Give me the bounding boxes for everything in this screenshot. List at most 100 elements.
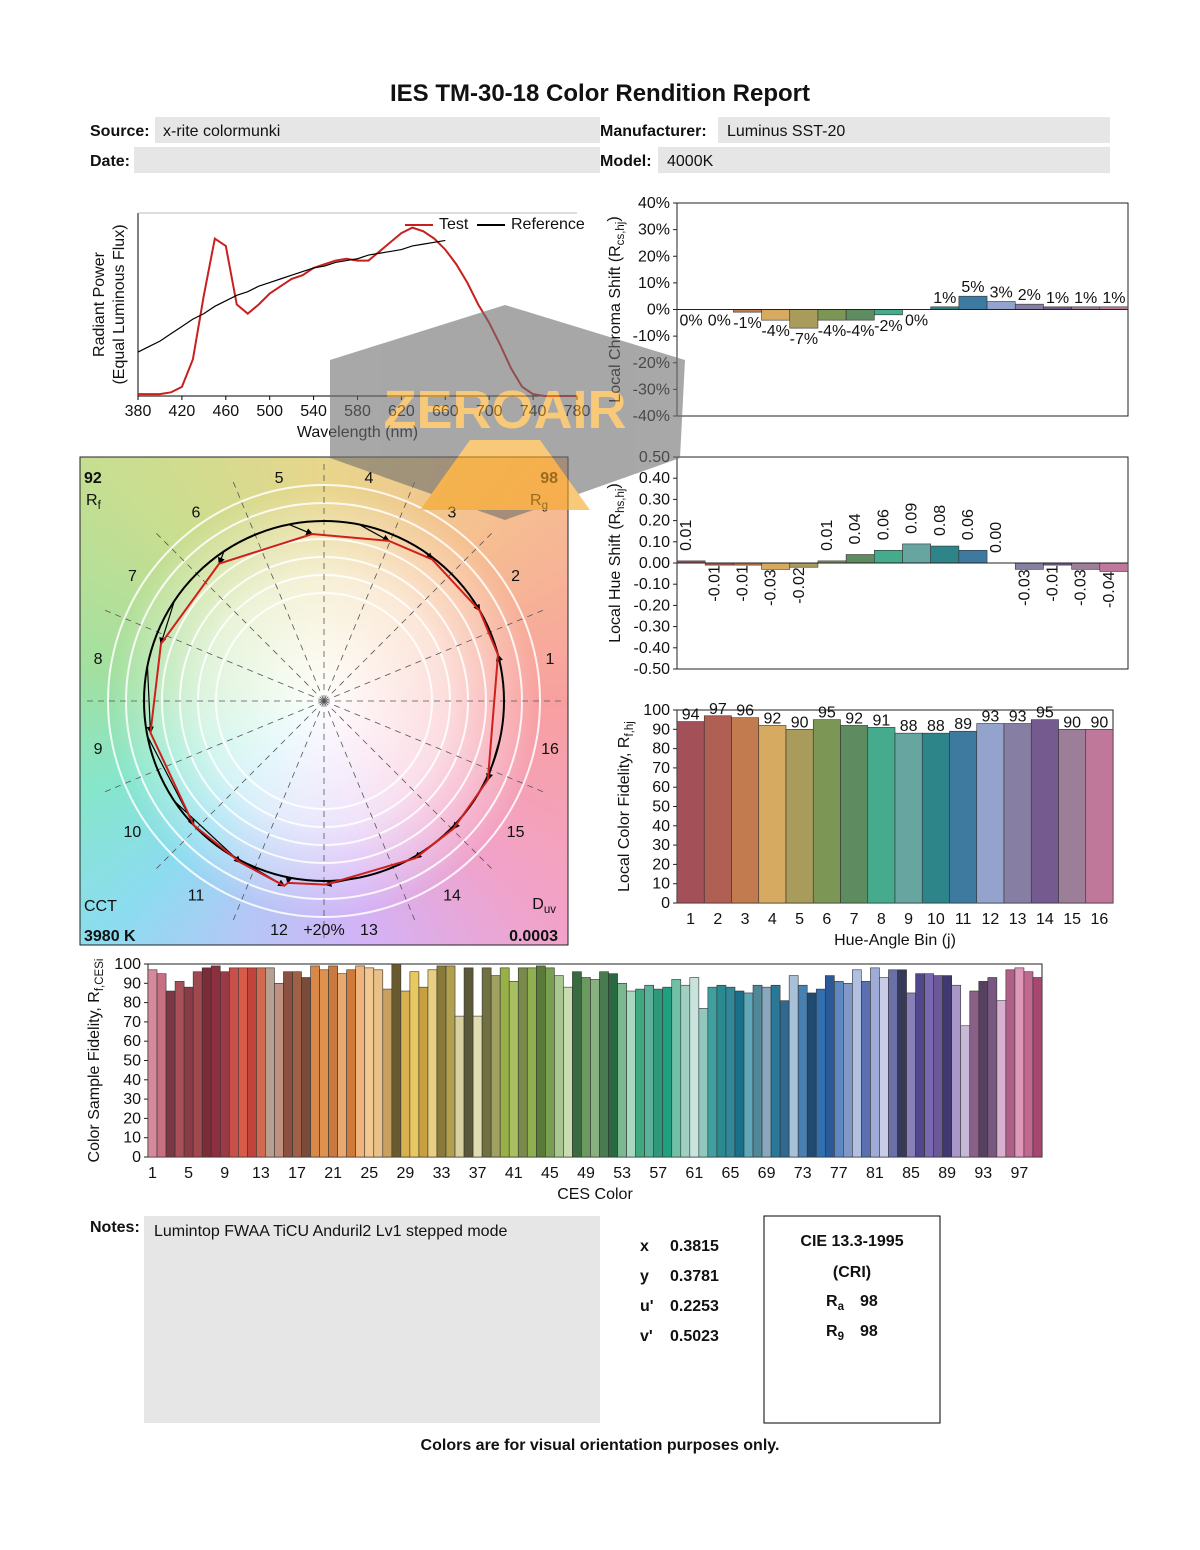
x-tick-label: 13 (252, 1165, 270, 1182)
notes-label: Notes: (90, 1219, 140, 1236)
bar (906, 992, 916, 1158)
bar (976, 723, 1005, 904)
bar (806, 992, 817, 1158)
y-axis-label-part: f,hj (624, 721, 636, 736)
y-tick-label: 10 (652, 876, 670, 893)
value-label: 0.09 (904, 503, 921, 534)
bar (662, 986, 673, 1158)
bar (958, 549, 988, 564)
bar (156, 973, 167, 1158)
x-tick-label: 41 (505, 1165, 523, 1182)
x-tick-label: 93 (974, 1165, 992, 1182)
y-tick-label: 90 (123, 975, 141, 992)
value-label: -4% (818, 323, 846, 340)
y-tick-label: 40% (638, 195, 670, 212)
bar (930, 545, 960, 564)
bin-label: 12 (270, 922, 288, 939)
bar (337, 973, 347, 1158)
value-label: 97 (709, 701, 727, 718)
bar (761, 986, 772, 1158)
value-label: -0.01 (1045, 565, 1062, 602)
y-tick-label: 0.20 (639, 513, 670, 530)
bar (373, 969, 384, 1158)
bin-divider (231, 700, 325, 923)
x-tick-label: 49 (577, 1165, 595, 1182)
chromaticity-value: 0.2253 (670, 1298, 719, 1315)
bar (301, 977, 311, 1158)
bar (815, 988, 826, 1158)
bar (1099, 562, 1129, 572)
bar (1003, 723, 1032, 904)
x-tick-label: 69 (758, 1165, 776, 1182)
x-tick-label: 16 (1090, 911, 1108, 928)
bar (445, 965, 456, 1158)
bar (969, 990, 980, 1158)
cri-item-label: R9 (826, 1323, 844, 1343)
bar (840, 725, 869, 904)
value-label: 92 (845, 710, 863, 727)
bar (545, 967, 555, 1158)
x-tick-label: 13 (1009, 911, 1027, 928)
y-tick-label: 0% (647, 302, 670, 319)
report-title: IES TM-30-18 Color Rendition Report (390, 80, 810, 107)
x-tick-label: 540 (300, 403, 327, 420)
bar (915, 973, 925, 1158)
field-value: Luminus SST-20 (727, 123, 845, 140)
bar (785, 728, 814, 904)
value-label: 93 (1009, 709, 1027, 726)
y-tick-label: 30 (123, 1091, 141, 1108)
bar (256, 967, 266, 1158)
x-tick-label: 57 (649, 1165, 667, 1182)
x-axis-label: CES Color (557, 1186, 633, 1203)
bar (1058, 728, 1087, 904)
bar (364, 967, 375, 1158)
bar (845, 554, 875, 564)
bar (888, 969, 898, 1158)
bin-label: 4 (364, 470, 373, 487)
field-box (658, 147, 1110, 173)
bin-divider (231, 479, 325, 702)
bin-label: 13 (360, 922, 378, 939)
field-box (134, 147, 600, 173)
bar (1005, 969, 1016, 1158)
bar (978, 981, 989, 1158)
bar (689, 977, 700, 1158)
x-tick-label: 97 (1011, 1165, 1029, 1182)
bar (817, 309, 847, 321)
x-tick-label: 2 (713, 911, 722, 928)
bar (581, 977, 591, 1158)
x-tick-label: 37 (469, 1165, 487, 1182)
bar (924, 973, 934, 1158)
cri-item-label-part: R (826, 1293, 838, 1310)
legend-label: Test (439, 216, 469, 233)
bar (590, 979, 600, 1158)
x-tick-label: 73 (794, 1165, 812, 1182)
bar (635, 988, 645, 1158)
y-tick-label: 40 (652, 818, 670, 835)
value-label: -4% (846, 323, 874, 340)
shift-arrow (173, 800, 242, 864)
x-tick-label: 81 (866, 1165, 884, 1182)
cri-subtitle: (CRI) (833, 1264, 871, 1281)
bar (725, 986, 736, 1158)
vector-frame (79, 456, 569, 946)
value-label: -0.01 (706, 565, 723, 602)
bar (987, 977, 998, 1158)
value-label: 91 (872, 712, 890, 729)
y-tick-label: -10% (633, 328, 670, 345)
bar (874, 549, 903, 564)
y-tick-label: 60 (652, 779, 670, 796)
bar (743, 992, 754, 1158)
bar (490, 975, 501, 1158)
bar (834, 981, 844, 1158)
bar (789, 309, 819, 329)
duv-label-part: uv (544, 904, 556, 916)
bar (942, 975, 952, 1158)
bin-divider (323, 608, 546, 702)
bar (228, 967, 239, 1158)
bar (861, 981, 871, 1158)
bar (879, 977, 889, 1158)
y-tick-label: 20 (652, 856, 670, 873)
